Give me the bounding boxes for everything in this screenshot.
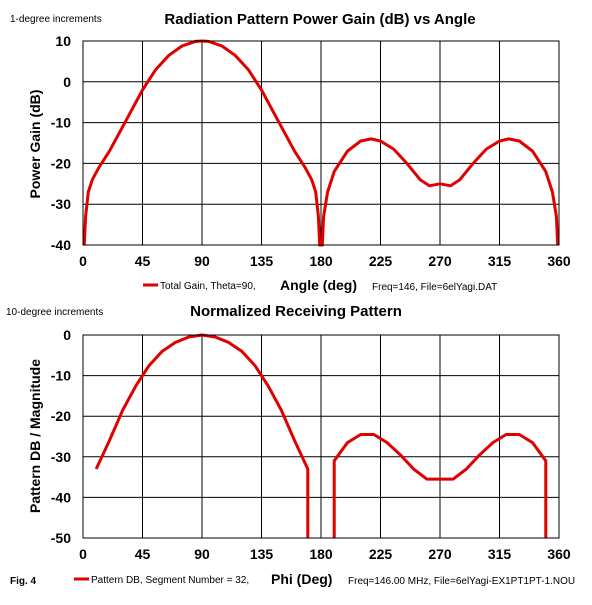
chart2-ticks: 0 45 90 135 180 225 270 315 360 0 -10 -20 -30 -40 -50	[51, 327, 571, 562]
chart2-x-tick-label: 270	[428, 546, 452, 562]
chart1-y-tick-label: 10	[55, 33, 71, 49]
chart1-x-tick-label: 180	[309, 253, 333, 269]
chart2-x-tick-label: 90	[194, 546, 210, 562]
chart-normalized-receiving-pattern: 10-degree increments Normalized Receivin…	[6, 303, 575, 587]
chart1-y-tick-label: -10	[51, 115, 71, 131]
chart2-y-axis-title: Pattern DB / Magnitude	[27, 359, 43, 513]
chart-gain-vs-angle: 1-degree increments Radiation Pattern Po…	[10, 11, 571, 293]
chart1-y-axis-title: Power Gain (dB)	[27, 90, 43, 199]
chart2-footnote: Freq=146.00 MHz, File=6elYagi-EX1PT1PT-1…	[348, 576, 575, 587]
chart1-footnote: Freq=146, File=6elYagi.DAT	[372, 282, 497, 293]
chart2-x-tick-label: 315	[488, 546, 512, 562]
chart2-frame	[82, 334, 560, 539]
chart2-x-tick-label: 180	[309, 546, 333, 562]
chart1-ticks: 0 45 90 135 180 225 270 315 360 10 0 -10 -20 -30 -40	[51, 33, 571, 269]
chart2-grid	[82, 334, 560, 539]
chart2-title: Normalized Receiving Pattern	[190, 303, 402, 320]
chart2-note: 10-degree increments	[6, 307, 103, 318]
chart1-y-tick-label: -30	[51, 196, 71, 212]
chart2-y-tick-label: -50	[51, 530, 71, 546]
chart1-series-line	[82, 39, 560, 247]
chart1-x-tick-label: 135	[250, 253, 274, 269]
chart1-x-tick-label: 45	[135, 253, 151, 269]
chart1-x-tick-label: 90	[194, 253, 210, 269]
chart2-series	[94, 333, 548, 538]
chart2-y-tick-label: -30	[51, 449, 71, 465]
chart1-x-axis-title: Angle (deg)	[280, 277, 357, 293]
chart1-x-tick-label: 315	[488, 253, 512, 269]
chart2-series-line	[332, 433, 548, 538]
chart2-series-line	[94, 333, 310, 538]
chart2-x-axis-title: Phi (Deg)	[271, 571, 332, 587]
chart1-x-tick-label: 0	[79, 253, 87, 269]
chart1-y-tick-label: -20	[51, 155, 71, 171]
chart1-frame	[82, 40, 560, 246]
chart1-title: Radiation Pattern Power Gain (dB) vs Ang…	[164, 11, 475, 28]
figure-label: Fig. 4	[10, 576, 37, 587]
chart1-y-tick-label: -40	[51, 237, 71, 253]
chart2-x-tick-label: 0	[79, 546, 87, 562]
chart2-y-tick-label: -40	[51, 489, 71, 505]
chart2-y-tick-label: 0	[63, 327, 71, 343]
chart2-y-tick-label: -20	[51, 408, 71, 424]
chart1-y-tick-label: 0	[63, 74, 71, 90]
chart2-x-tick-label: 225	[369, 546, 393, 562]
chart2-x-tick-label: 135	[250, 546, 274, 562]
chart1-series	[82, 39, 560, 247]
chart2-x-tick-label: 45	[135, 546, 151, 562]
chart1-legend-label: Total Gain, Theta=90,	[160, 281, 256, 292]
chart1-note: 1-degree increments	[10, 14, 102, 25]
chart1-x-tick-label: 360	[547, 253, 571, 269]
chart2-legend-label: Pattern DB, Segment Number = 32,	[91, 575, 249, 586]
chart1-x-tick-label: 270	[428, 253, 452, 269]
chart2-y-tick-label: -10	[51, 368, 71, 384]
chart2-x-tick-label: 360	[547, 546, 571, 562]
chart1-x-tick-label: 225	[369, 253, 393, 269]
